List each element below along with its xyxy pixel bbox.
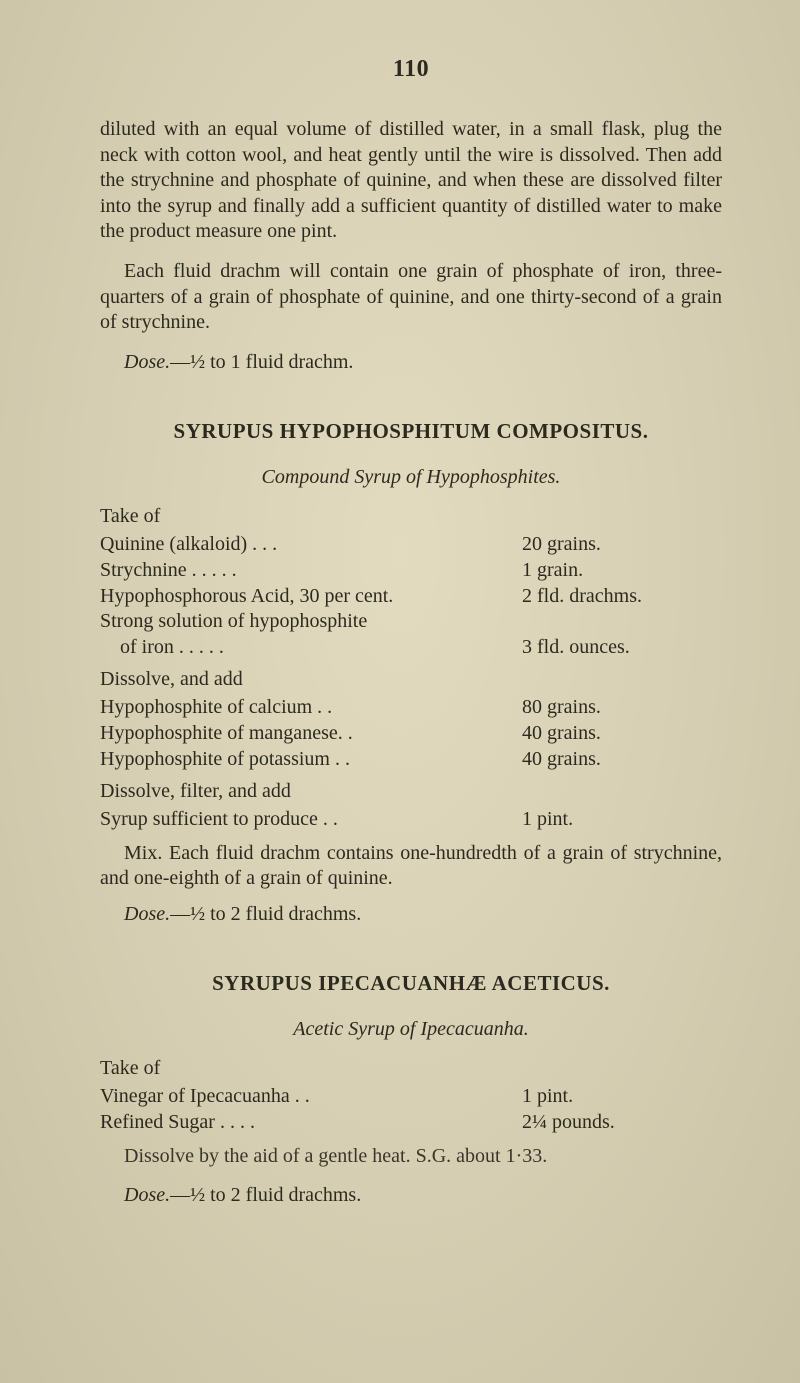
page-number: 110 <box>100 56 722 83</box>
take-of-2: Take of <box>100 1057 722 1080</box>
table-row: Quinine (alkaloid) . . .20 grains. <box>100 532 722 558</box>
dissolve-gentle-heat: Dissolve by the aid of a gentle heat. S.… <box>100 1144 722 1170</box>
table-row: Hypophosphorous Acid, 30 per cent.2 fld.… <box>100 584 722 610</box>
recipe-table-1: Quinine (alkaloid) . . .20 grains. Stryc… <box>100 532 722 660</box>
dissolve-filter-add: Dissolve, filter, and add <box>100 780 722 803</box>
table-row: Refined Sugar . . . .2¼ pounds. <box>100 1110 722 1136</box>
dose-label-1: Dose. <box>124 351 170 373</box>
recipe-table-2: Hypophosphite of calcium . .80 grains. H… <box>100 695 722 772</box>
page-container: 110 diluted with an equal volume of dist… <box>0 0 800 1383</box>
table-row: Hypophosphite of calcium . .80 grains. <box>100 695 722 721</box>
dissolve-add-1: Dissolve, and add <box>100 668 722 691</box>
dose-text-3: —½ to 2 fluid drachms. <box>170 1184 361 1206</box>
heading-syrupus-hypophosphitum: SYRUPUS HYPOPHOSPHITUM COMPOSITUS. <box>100 419 722 444</box>
recipe-table-3: Syrup sufficient to produce . .1 pint. <box>100 807 722 833</box>
table-row: Syrup sufficient to produce . .1 pint. <box>100 807 722 833</box>
table-row: Hypophosphite of potassium . .40 grains. <box>100 747 722 773</box>
mix-paragraph: Mix. Each fluid drachm contains one-hund… <box>100 841 722 892</box>
paragraph-1: diluted with an equal volume of distille… <box>100 117 722 245</box>
subheading-acetic-syrup: Acetic Syrup of Ipecacuanha. <box>100 1018 722 1041</box>
paragraph-2: Each fluid drachm will contain one grain… <box>100 259 722 336</box>
recipe-table-4: Vinegar of Ipecacuanha . .1 pint. Refine… <box>100 1084 722 1135</box>
dose-line-3: Dose.—½ to 2 fluid drachms. <box>100 1183 722 1209</box>
table-row: Strychnine . . . . .1 grain. <box>100 558 722 584</box>
table-row: of iron . . . . .3 fld. ounces. <box>100 635 722 661</box>
dose-label-3: Dose. <box>124 1184 170 1206</box>
subheading-compound-syrup: Compound Syrup of Hypophosphites. <box>100 466 722 489</box>
dose-line-1: Dose.—½ to 1 fluid drachm. <box>100 350 722 376</box>
table-row: Hypophosphite of manganese. .40 grains. <box>100 721 722 747</box>
heading-syrupus-ipecacuanhae: SYRUPUS IPECACUANHÆ ACETICUS. <box>100 971 722 996</box>
dose-text-1: —½ to 1 fluid drachm. <box>170 351 353 373</box>
dose-text-2: —½ to 2 fluid drachms. <box>170 903 361 925</box>
dose-label-2: Dose. <box>124 903 170 925</box>
dose-line-2: Dose.—½ to 2 fluid drachms. <box>100 902 722 928</box>
table-row: Strong solution of hypophosphite <box>100 609 722 635</box>
table-row: Vinegar of Ipecacuanha . .1 pint. <box>100 1084 722 1110</box>
take-of-1: Take of <box>100 505 722 528</box>
